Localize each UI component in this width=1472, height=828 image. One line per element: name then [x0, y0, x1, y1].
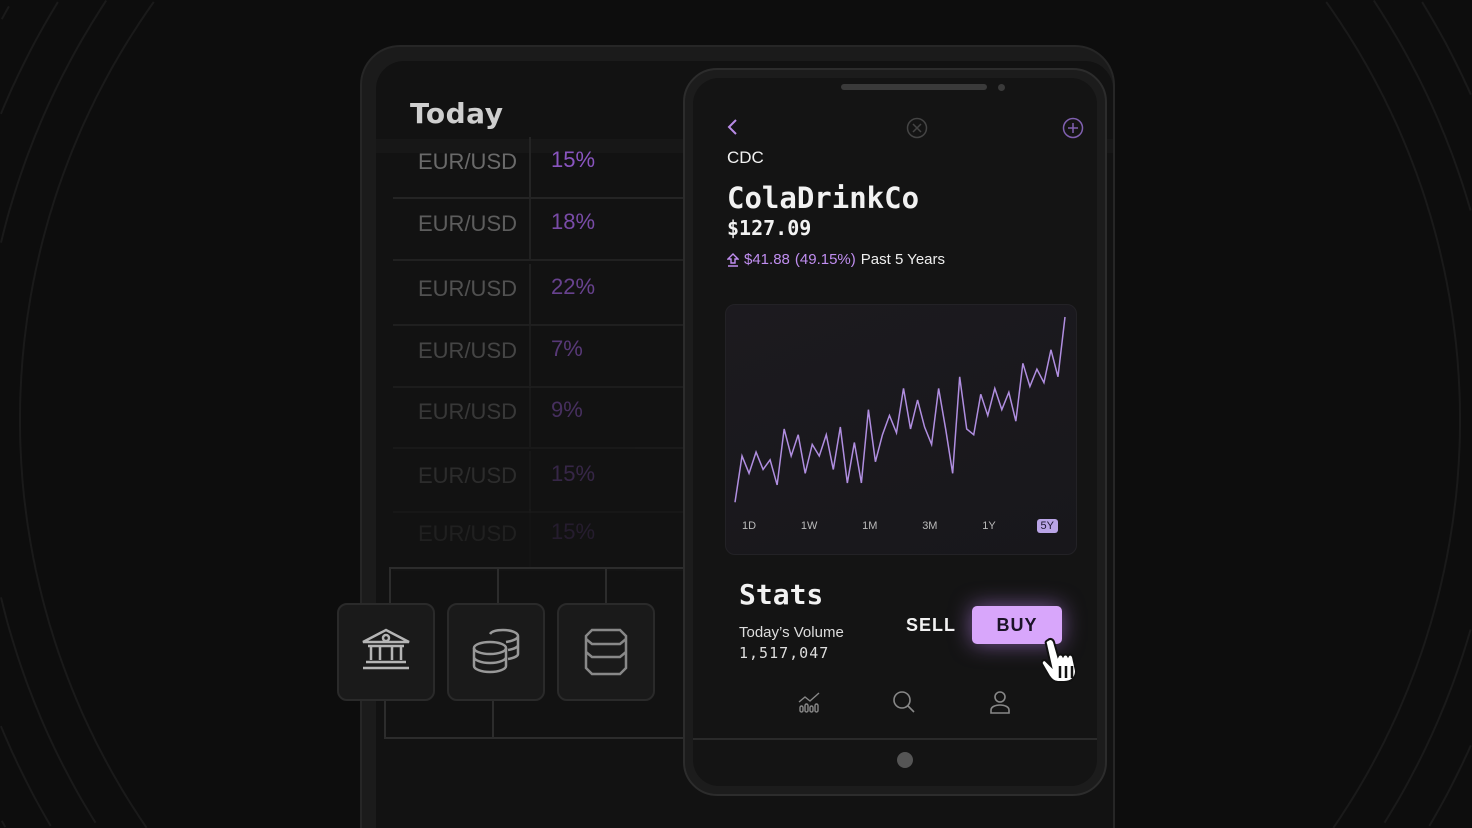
hand-cursor-icon	[1040, 637, 1078, 683]
column-divider	[529, 199, 531, 259]
range-1w[interactable]: 1W	[800, 520, 818, 532]
volume-label: Today’s Volume	[739, 624, 844, 641]
table-row[interactable]: EUR/USD 7%	[393, 326, 733, 388]
column-divider	[529, 509, 531, 569]
background-curve	[1372, 0, 1472, 211]
percent-value: 9%	[551, 397, 583, 422]
currency-pair: EUR/USD	[418, 463, 518, 488]
coins-card[interactable]	[447, 603, 545, 701]
background-curve	[0, 1, 59, 115]
database-icon	[584, 628, 628, 676]
today-title: Today	[410, 97, 504, 130]
database-card[interactable]	[557, 603, 655, 701]
price-line	[734, 316, 1066, 503]
percent-value: 15%	[551, 147, 596, 172]
plus-circle-icon[interactable]	[1062, 117, 1084, 139]
currency-pair: EUR/USD	[418, 149, 518, 174]
bank-card[interactable]	[337, 603, 435, 701]
column-divider	[529, 451, 531, 511]
company-name: ColaDrinkCo	[727, 181, 920, 215]
buy-button[interactable]: BUY	[972, 606, 1062, 644]
range-5y[interactable]: 5Y	[1036, 519, 1058, 533]
range-3m[interactable]: 3M	[922, 520, 938, 532]
ticker-symbol: CDC	[727, 148, 764, 167]
range-1y[interactable]: 1Y	[982, 520, 996, 532]
nav-divider	[693, 738, 1097, 740]
change-percent: (49.15%)	[794, 251, 856, 268]
percent-value: 15%	[551, 519, 596, 544]
percent-value: 22%	[551, 274, 596, 299]
chart-icon[interactable]	[797, 690, 821, 714]
column-divider	[529, 326, 531, 386]
stats-title: Stats	[739, 578, 824, 611]
stock-price: $127.09	[727, 216, 812, 240]
currency-pair: EUR/USD	[418, 521, 518, 546]
price-chart: 1D 1W 1M 3M 1Y 5Y	[725, 304, 1077, 555]
column-divider	[529, 137, 531, 197]
range-1d[interactable]: 1D	[742, 520, 757, 532]
change-period: Past 5 Years	[860, 251, 945, 268]
volume-value: 1,517,047	[739, 644, 830, 662]
background-curve	[1428, 744, 1472, 827]
background-curve	[1332, 420, 1461, 828]
background-curve	[1421, 1, 1472, 96]
column-divider	[529, 387, 531, 447]
table-row[interactable]: EUR/USD 22%	[393, 264, 733, 326]
background-curve	[0, 597, 97, 824]
phone-device: CDC ColaDrinkCo $127.09 $41.88 (49.15%) …	[683, 68, 1107, 796]
home-button[interactable]	[897, 752, 913, 768]
background-curve	[19, 1, 155, 828]
bank-icon	[362, 628, 410, 670]
speaker-bar	[841, 84, 987, 90]
percent-value: 15%	[551, 461, 596, 486]
price-change: $41.88 (49.15%) Past 5 Years	[727, 251, 945, 268]
currency-pair: EUR/USD	[418, 276, 518, 301]
currency-pair: EUR/USD	[418, 399, 518, 424]
range-1m[interactable]: 1M	[862, 520, 878, 532]
sell-button[interactable]: SELL	[906, 615, 957, 635]
chart-svg	[734, 316, 1066, 503]
chevron-left-icon[interactable]	[725, 118, 741, 136]
user-icon[interactable]	[988, 690, 1012, 714]
table-row[interactable]: EUR/USD 15%	[393, 451, 733, 513]
camera-dot	[998, 84, 1005, 91]
table-row[interactable]: EUR/USD 15%	[393, 509, 733, 571]
background-curve	[1325, 1, 1461, 420]
range-selector: 1D 1W 1M 3M 1Y 5Y	[726, 519, 1076, 533]
column-divider	[529, 264, 531, 324]
coins-icon	[472, 628, 520, 674]
background-curve	[0, 725, 52, 827]
background-curve	[1383, 629, 1472, 824]
background-curve	[0, 820, 7, 828]
percent-value: 7%	[551, 336, 583, 361]
change-amount: $41.88	[744, 251, 790, 268]
table-row[interactable]: EUR/USD 9%	[393, 387, 733, 449]
background-curve	[0, 0, 108, 243]
table-row[interactable]: EUR/USD 18%	[393, 199, 733, 261]
background-curve	[0, 5, 10, 20]
search-icon[interactable]	[892, 690, 916, 714]
currency-pair: EUR/USD	[418, 211, 518, 236]
table-row[interactable]: EUR/USD 15%	[393, 137, 733, 199]
close-circle-icon[interactable]	[906, 117, 928, 139]
percent-value: 18%	[551, 209, 596, 234]
arrow-up-icon	[727, 252, 739, 267]
currency-pair: EUR/USD	[418, 338, 518, 363]
